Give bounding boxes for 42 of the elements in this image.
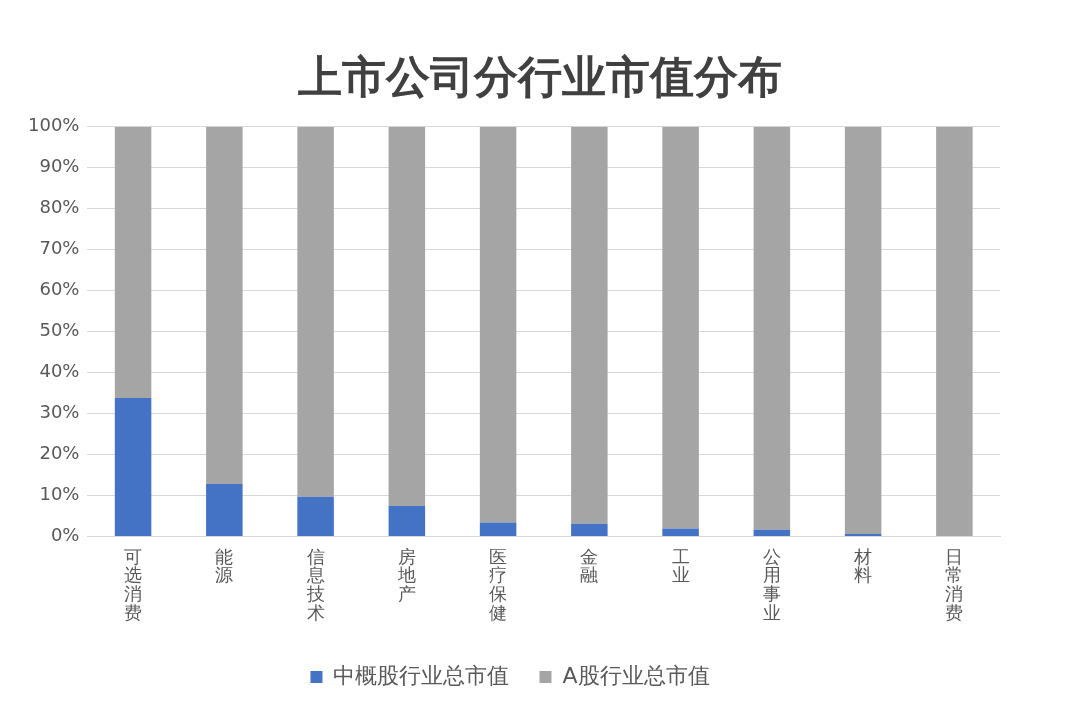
y-tick-label: 50% [39,319,80,341]
x-tick-label: 医疗保健 [489,545,508,624]
bar [571,523,608,536]
legend-label: 中概股行业总市值 [333,662,510,688]
y-tick-label: 40% [39,360,80,382]
x-tick-label: 日常消费 [945,545,964,624]
bar [114,397,152,536]
bar [388,126,426,507]
bar [753,529,791,536]
bar [297,496,334,536]
x-tick-label: 能源 [215,545,234,586]
y-tick-label: 30% [39,401,80,423]
x-tick-label: 工业 [671,545,690,586]
y-tick-label: 20% [39,442,80,464]
bar [388,506,426,536]
y-tick-label: 60% [39,278,80,300]
x-tick-label: 房地产 [396,545,416,605]
y-tick-label: 10% [39,483,80,505]
bar [844,126,882,534]
x-tick-label: 材料 [853,545,873,586]
bar [936,126,973,536]
x-tick-label: 信息技术 [305,545,325,624]
y-tick-label: 90% [39,155,80,177]
chart-title: 上市公司分行业市值分布 [297,50,783,104]
bar [297,126,334,497]
y-tick-label: 100% [27,114,80,136]
bar [206,126,243,484]
bar [479,522,517,536]
y-tick-label: 80% [39,196,80,218]
y-tick-label: 0% [50,524,80,546]
x-tick-label: 可选消费 [124,545,143,624]
bar [662,126,699,529]
bar [753,126,791,530]
bar [206,483,243,536]
bar [479,126,517,523]
y-tick-label: 70% [39,237,80,259]
x-tick-label: 金融 [580,545,599,586]
legend-label: A股行业总市值 [562,662,710,688]
bar [571,126,608,524]
bar [114,126,152,398]
x-tick-label: 公用事业 [762,545,781,624]
bar [662,528,699,536]
